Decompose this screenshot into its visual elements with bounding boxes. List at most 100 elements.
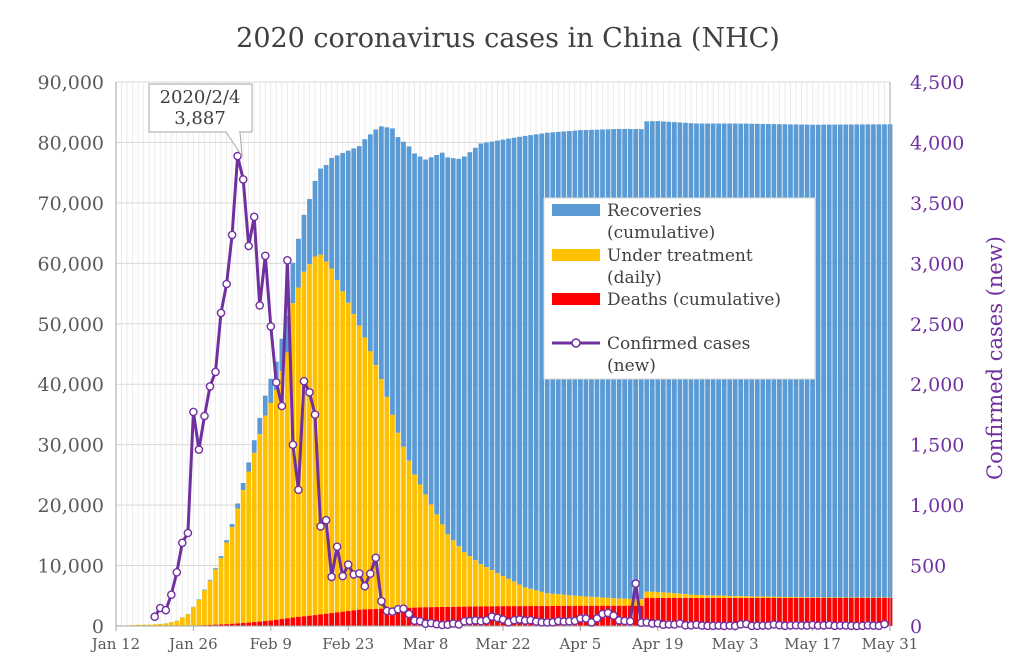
confirmed-point (399, 604, 408, 614)
bar-deaths (810, 597, 815, 626)
bar-under-treatment (467, 556, 473, 607)
bar-recoveries (489, 141, 495, 571)
confirmed-point (244, 241, 253, 251)
bar-recoveries (290, 262, 296, 304)
bar-under-treatment (323, 261, 329, 614)
bar-recoveries (423, 159, 428, 495)
x-tick-label: May 31 (862, 635, 919, 653)
bar-under-treatment (765, 596, 771, 599)
bar-under-treatment (638, 599, 644, 606)
bar-recoveries (478, 143, 484, 565)
bar-under-treatment (727, 596, 733, 599)
bar-recoveries (517, 136, 522, 585)
bar-deaths (506, 606, 511, 626)
bar-under-treatment (141, 624, 147, 626)
bar-deaths (434, 607, 440, 626)
bar-under-treatment (578, 596, 583, 606)
legend-label-confirmed: Confirmed cases (new) (607, 334, 750, 376)
bar-under-treatment (793, 597, 799, 598)
bar-under-treatment (345, 302, 351, 612)
bar-under-treatment (224, 542, 229, 625)
bar-under-treatment (235, 508, 241, 624)
bar-deaths (395, 608, 401, 626)
confirmed-point (354, 569, 364, 578)
bar-deaths (782, 598, 788, 626)
bar-recoveries (434, 154, 440, 515)
bar-deaths (390, 608, 395, 626)
confirmed-point (277, 401, 287, 411)
legend-label-deaths: Deaths (cumulative) (607, 290, 781, 310)
bar-deaths (843, 597, 849, 626)
y-right-tick-label: 2,500 (910, 314, 964, 336)
confirmed-point (216, 308, 226, 318)
bar-under-treatment (334, 279, 340, 613)
bar-recoveries (533, 134, 539, 591)
bar-under-treatment (290, 303, 296, 618)
bar-deaths (799, 597, 804, 626)
bar-under-treatment (749, 596, 755, 599)
confirmed-point (625, 617, 635, 626)
bar-deaths (229, 623, 235, 626)
bar-deaths (616, 605, 622, 626)
bar-under-treatment (367, 351, 373, 610)
bar-under-treatment (196, 600, 202, 626)
bar-under-treatment (472, 560, 478, 607)
bar-under-treatment (539, 591, 545, 607)
bar-under-treatment (660, 592, 666, 599)
bar-recoveries (826, 124, 832, 598)
bar-under-treatment (826, 597, 832, 598)
bar-under-treatment (522, 587, 528, 607)
bar-under-treatment (301, 271, 307, 617)
bar-deaths (251, 622, 257, 626)
bar-recoveries (373, 129, 379, 366)
bar-under-treatment (450, 540, 456, 607)
bar-under-treatment (583, 596, 589, 606)
bar-recoveries (251, 440, 257, 453)
bar-under-treatment (213, 569, 218, 625)
bar-under-treatment (506, 578, 511, 607)
bar-deaths (285, 618, 290, 626)
bar-deaths (793, 597, 799, 626)
bar-under-treatment (163, 623, 169, 626)
bar-under-treatment (561, 594, 567, 606)
confirmed-point (609, 611, 618, 620)
bar-deaths (649, 598, 655, 626)
bar-recoveries (843, 124, 849, 598)
y-right-tick-label: 0 (910, 616, 922, 638)
bar-under-treatment (622, 598, 628, 606)
bar-under-treatment (489, 570, 495, 607)
y-left-tick-label: 90,000 (38, 72, 104, 94)
bar-deaths (307, 615, 312, 626)
bar-recoveries (522, 135, 528, 588)
bar-deaths (240, 623, 246, 626)
bar-deaths (660, 598, 666, 626)
bar-recoveries (235, 503, 241, 509)
bar-deaths (566, 605, 572, 626)
bar-deaths (262, 621, 268, 626)
bar-under-treatment (743, 596, 749, 599)
bar-deaths (323, 613, 329, 626)
bar-deaths (666, 598, 672, 626)
bar-recoveries (345, 150, 351, 303)
bar-under-treatment (600, 597, 605, 606)
bar-under-treatment (705, 595, 710, 599)
bar-recoveries (213, 568, 218, 570)
bar-under-treatment (152, 624, 158, 626)
bar-deaths (356, 609, 362, 626)
bar-under-treatment (677, 593, 683, 599)
bar-deaths (257, 621, 263, 626)
bar-recoveries (202, 589, 207, 591)
bar-under-treatment (318, 254, 323, 615)
bar-under-treatment (174, 620, 180, 626)
bar-under-treatment (423, 494, 428, 608)
legend-label-treatment: Under treatment (daily) (607, 246, 753, 288)
bar-recoveries (406, 146, 412, 461)
bar-deaths (273, 619, 279, 626)
bar-deaths (716, 598, 721, 626)
bar-under-treatment (716, 595, 721, 599)
confirmed-point (404, 609, 414, 619)
confirmed-point (880, 619, 889, 629)
bar-deaths (312, 615, 318, 626)
confirmed-point (172, 568, 182, 577)
bar-under-treatment (644, 591, 650, 599)
